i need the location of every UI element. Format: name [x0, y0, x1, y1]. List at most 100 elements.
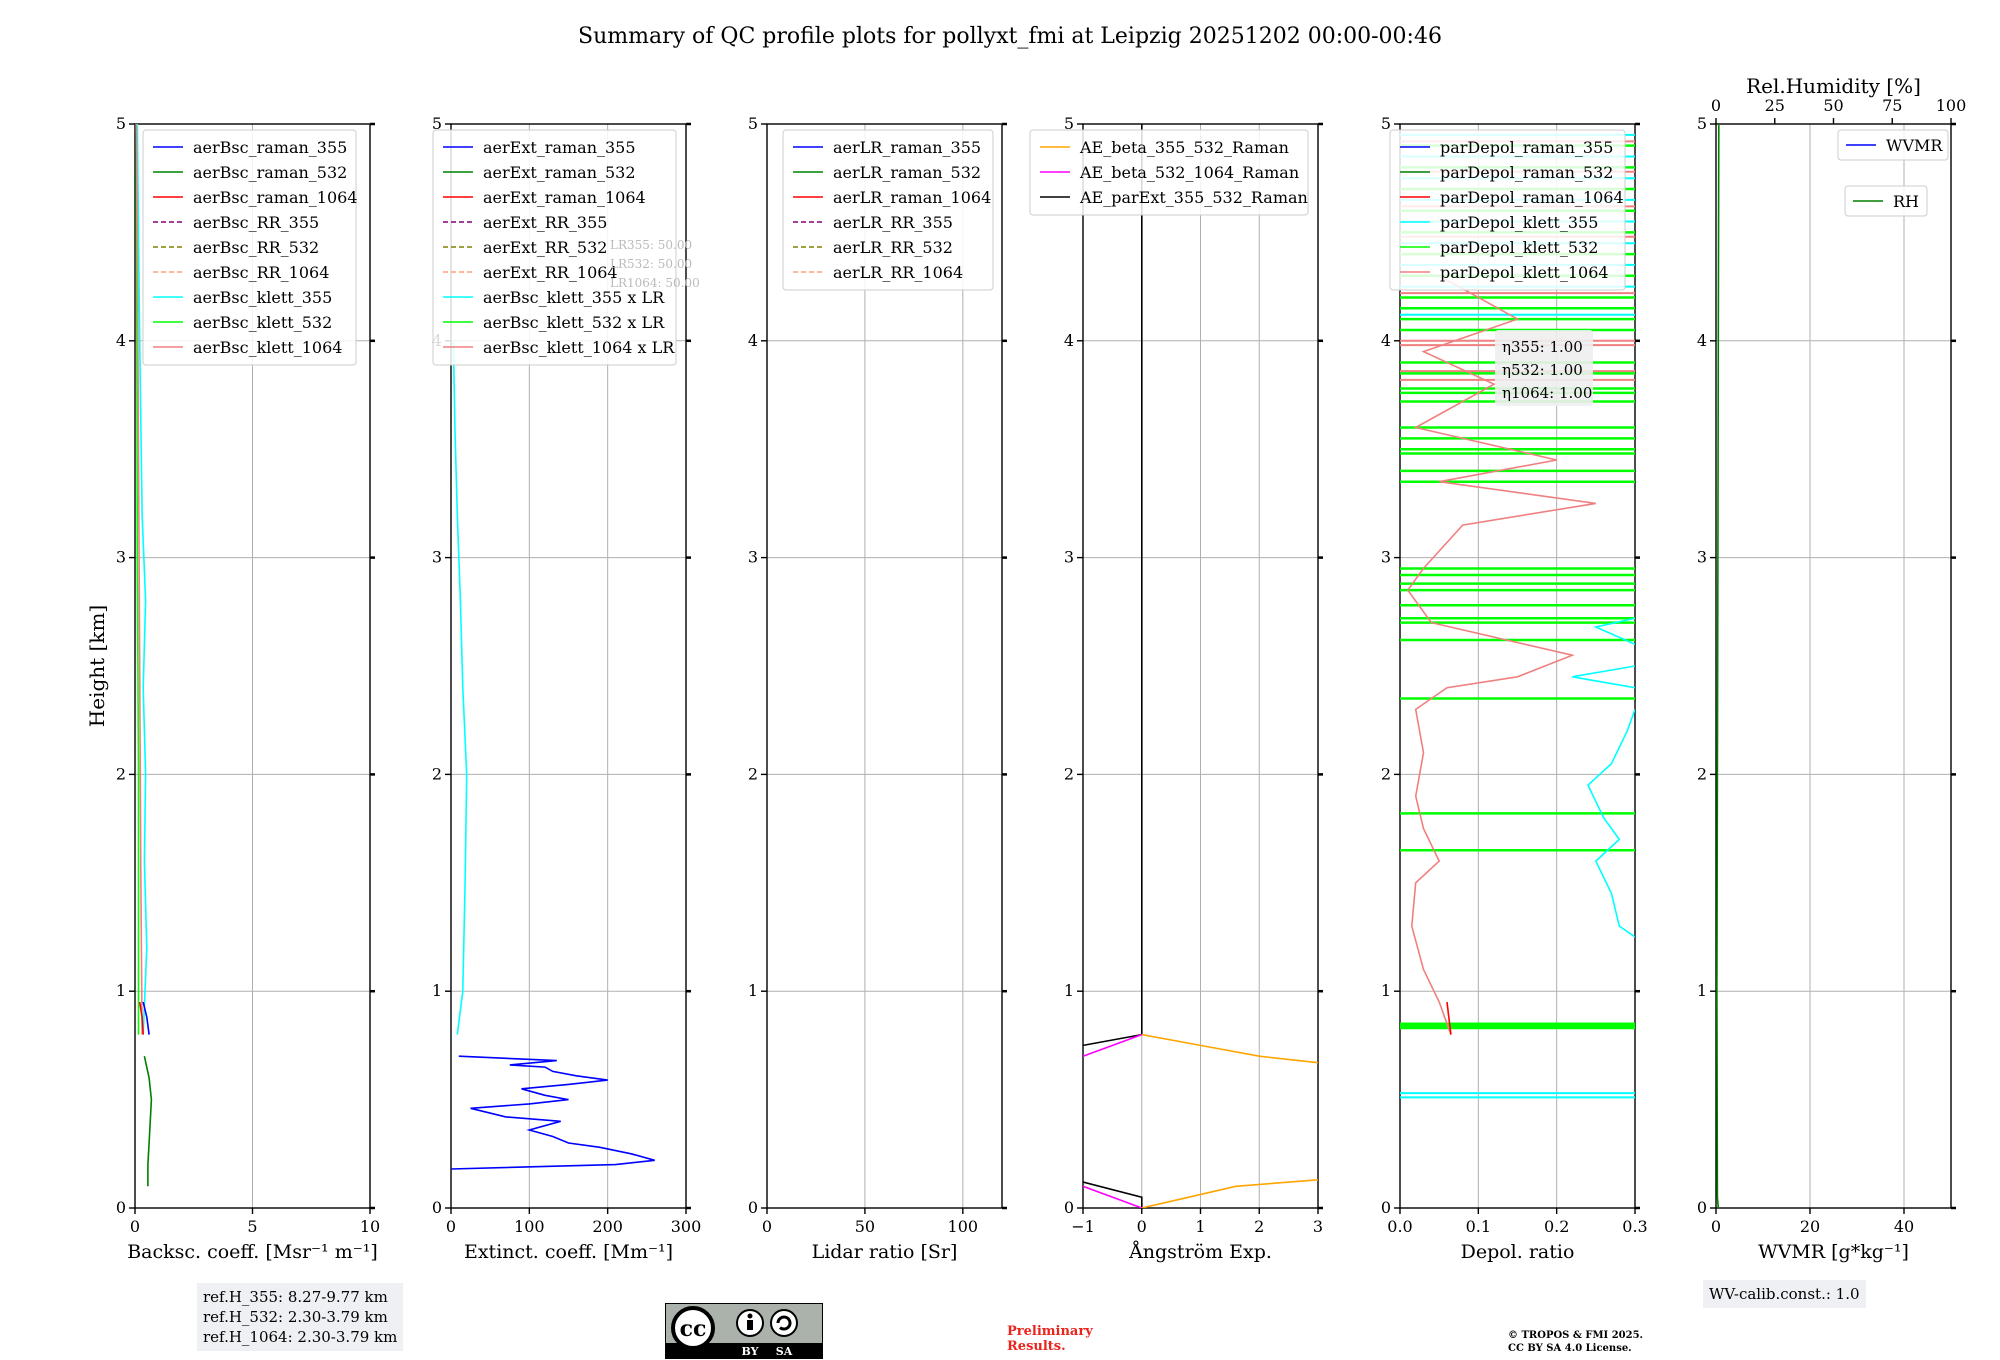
by-label: BY	[742, 1345, 759, 1358]
preliminary-results-note: Preliminary Results.	[1007, 1324, 1093, 1354]
axes-frame	[766, 123, 1003, 1209]
legend-label: AE_beta_355_532_Raman	[1079, 138, 1289, 157]
y-tick-label: 1	[1064, 981, 1074, 1000]
y-tick-label: 3	[432, 548, 442, 567]
y-tick-label: 3	[1697, 548, 1707, 567]
y-tick-label: 3	[116, 548, 126, 567]
legend-label: aerBsc_klett_1064 x LR	[483, 338, 675, 357]
y-tick-label: 0	[116, 1198, 126, 1217]
legend-label: aerExt_RR_1064	[483, 263, 618, 282]
y-tick-label: 0	[432, 1198, 442, 1217]
legend-label: aerLR_RR_1064	[833, 263, 963, 282]
x-tick-label: 0	[1711, 1217, 1721, 1236]
x-tick-label: 0.2	[1544, 1217, 1569, 1236]
y-tick-label: 1	[1381, 981, 1391, 1000]
legend-label: aerExt_raman_532	[483, 163, 636, 182]
y-tick-label: 5	[748, 114, 758, 133]
legend-label: parDepol_klett_532	[1440, 238, 1598, 257]
series-aerbsc-klett-1064	[135, 124, 143, 1035]
ref-height-1064: ref.H_1064: 2.30-3.79 km	[203, 1328, 398, 1346]
legend-box	[782, 129, 994, 291]
y-tick-label: 3	[1381, 548, 1391, 567]
sa-icon	[770, 1309, 798, 1337]
legend-label: parDepol_klett_355	[1440, 213, 1598, 232]
x-tick-label: 0	[762, 1217, 772, 1236]
y-tick-label: 5	[1697, 114, 1707, 133]
x-tick-label: 0.0	[1387, 1217, 1412, 1236]
x-tick-label: 50	[855, 1217, 875, 1236]
legend-label: aerLR_raman_1064	[833, 188, 991, 207]
preliminary-line-2: Results.	[1007, 1339, 1066, 1354]
series-ae-parext-355-532-raman	[1083, 124, 1143, 1047]
y-tick-label: 4	[748, 331, 758, 350]
series-ae-beta-355-532-raman	[1141, 1033, 1318, 1064]
y-tick-label: 2	[432, 764, 442, 783]
series-rh	[1716, 124, 1720, 1208]
y-tick-label: 1	[116, 981, 126, 1000]
legend-label: aerBsc_raman_1064	[193, 188, 358, 207]
sa-label: SA	[776, 1345, 793, 1358]
series-aerbsc-raman-1064	[138, 1001, 144, 1035]
y-tick-label: 0	[1697, 1198, 1707, 1217]
y-tick-label: 1	[1697, 981, 1707, 1000]
y-tick-label: 3	[748, 548, 758, 567]
top-x-tick-label: 75	[1882, 96, 1902, 115]
y-tick-label: 2	[748, 764, 758, 783]
series-aerbsc-raman-355	[142, 1001, 150, 1035]
ref-height-355: ref.H_355: 8.27-9.77 km	[203, 1288, 388, 1306]
panel-ext: 0123450100200300Extinct. coeff. [Mm⁻¹]ae…	[432, 114, 701, 1263]
lr-label: LR532: 50.00	[610, 257, 692, 271]
cc-icon	[671, 1306, 715, 1350]
cc-icon-label: cc	[680, 1316, 707, 1342]
x-tick-label: 0.1	[1466, 1217, 1491, 1236]
legend-label: aerExt_RR_355	[483, 213, 607, 232]
x-axis-label: Backsc. coeff. [Msr⁻¹ m⁻¹]	[127, 1241, 378, 1263]
legend-label: aerBsc_RR_1064	[193, 263, 329, 282]
legend-label: aerLR_RR_355	[833, 213, 953, 232]
legend-label: aerBsc_raman_532	[193, 163, 347, 182]
series-aerbsc-klett-355	[136, 124, 148, 1035]
figure-title: Summary of QC profile plots for pollyxt_…	[578, 24, 1442, 49]
legend-box	[1029, 129, 1309, 216]
top-x-tick-label: 50	[1823, 96, 1843, 115]
legend-label: aerExt_raman_1064	[483, 188, 646, 207]
y-tick-label: 1	[748, 981, 758, 1000]
legend-label: aerBsc_klett_1064	[193, 338, 342, 357]
x-axis-label: Depol. ratio	[1461, 1241, 1575, 1263]
top-x-tick-label: 25	[1765, 96, 1785, 115]
axes-frame	[1715, 123, 1952, 1209]
series-pardepol-raman-1064	[1446, 1001, 1452, 1035]
legend-label: aerBsc_RR_355	[193, 213, 319, 232]
y-tick-label: 5	[432, 114, 442, 133]
y-tick-label: 4	[1064, 331, 1074, 350]
y-tick-label: 2	[1697, 764, 1707, 783]
x-axis-label: Extinct. coeff. [Mm⁻¹]	[464, 1241, 673, 1263]
x-axis-label: WVMR [g*kg⁻¹]	[1758, 1241, 1909, 1263]
copyright-line-2: CC BY SA 4.0 License.	[1508, 1343, 1632, 1354]
legend-label: RH	[1893, 192, 1919, 211]
legend-box	[1837, 129, 1949, 161]
panel-depol: 0 1 2 3 4 5 0.0 0.1 0.2 0.3 Depol. ratio parDepol_r…	[1381, 114, 1648, 1263]
series-aerext-raman-355	[451, 1055, 655, 1170]
plot-area	[135, 124, 153, 1187]
x-tick-label: 0	[1137, 1217, 1147, 1236]
series-pardepol-klett-355	[1587, 709, 1635, 938]
copyright-note: © TROPOS & FMI 2025. CC BY SA 4.0 Licens…	[1508, 1329, 1643, 1355]
x-tick-label: 40	[1894, 1217, 1914, 1236]
legend-label: aerExt_raman_355	[483, 138, 636, 157]
plot-area	[1083, 124, 1318, 1208]
x-tick-label: −1	[1071, 1217, 1095, 1236]
lr-label: LR1064: 50.00	[610, 276, 700, 290]
y-tick-label: 5	[1064, 114, 1074, 133]
legend-label: aerLR_raman_532	[833, 163, 981, 182]
legend-label: aerLR_RR_532	[833, 238, 953, 257]
y-tick-label: 3	[1064, 548, 1074, 567]
series-ae-beta-355-532-raman-low	[1141, 1179, 1318, 1208]
series-pardepol-klett-355-c	[1593, 617, 1635, 646]
wv-calib-text: WV-calib.const.: 1.0	[1709, 1285, 1860, 1303]
y-tick-label: 0	[1381, 1198, 1391, 1217]
legend-label: aerBsc_raman_355	[193, 138, 347, 157]
